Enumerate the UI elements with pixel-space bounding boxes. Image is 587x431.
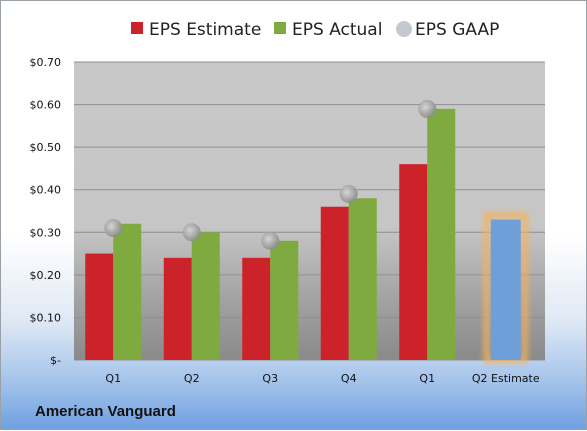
- bar-q2-estimate: [490, 219, 521, 360]
- point-eps-gaap: [104, 219, 123, 238]
- plot-area: [74, 62, 545, 360]
- bar-eps-actual: [113, 223, 142, 360]
- bar-eps-estimate: [320, 206, 349, 360]
- x-tick-label: Q2: [184, 372, 200, 385]
- legend-swatch: [274, 22, 286, 34]
- legend-label: EPS GAAP: [415, 20, 499, 40]
- legend-label: EPS Estimate: [149, 20, 261, 40]
- x-tick-label: Q2 Estimate: [472, 372, 540, 385]
- legend-label: EPS Actual: [292, 20, 382, 40]
- company-name: American Vanguard: [35, 403, 176, 420]
- point-eps-gaap: [339, 184, 358, 203]
- bar-eps-actual: [270, 240, 299, 360]
- bar-eps-actual: [348, 198, 377, 360]
- point-eps-gaap: [182, 223, 201, 242]
- y-tick-label: $0.30: [30, 226, 62, 239]
- y-tick-label: $0.50: [30, 141, 62, 154]
- y-tick-label: $0.70: [30, 56, 62, 69]
- y-tick-label: $0.10: [30, 311, 62, 324]
- bar-eps-actual: [191, 232, 220, 360]
- y-tick-label: $-: [50, 354, 61, 367]
- y-tick-label: $0.40: [30, 184, 62, 197]
- bar-eps-estimate: [85, 253, 114, 360]
- x-tick-label: Q3: [262, 372, 278, 385]
- point-eps-gaap: [418, 99, 437, 118]
- x-tick-label: Q1: [105, 372, 121, 385]
- legend-swatch: [396, 21, 412, 37]
- bar-eps-actual: [427, 108, 456, 360]
- y-tick-label: $0.60: [30, 99, 62, 112]
- x-tick-label: Q4: [341, 372, 357, 385]
- y-tick-label: $0.20: [30, 269, 62, 282]
- legend-swatch: [131, 22, 143, 34]
- point-eps-gaap: [261, 231, 280, 250]
- bar-eps-estimate: [242, 257, 271, 360]
- bar-eps-estimate: [163, 257, 192, 360]
- x-tick-label: Q1: [419, 372, 435, 385]
- bar-eps-estimate: [399, 164, 428, 360]
